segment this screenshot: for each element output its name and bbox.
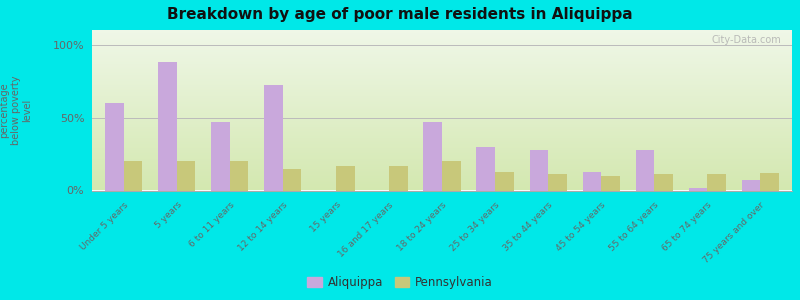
- Bar: [389, 166, 407, 190]
- Bar: [336, 166, 354, 190]
- Bar: [423, 122, 442, 190]
- Text: Breakdown by age of poor male residents in Aliquippa: Breakdown by age of poor male residents …: [167, 8, 633, 22]
- Bar: [654, 174, 673, 190]
- Bar: [211, 122, 230, 190]
- Bar: [495, 172, 514, 190]
- Bar: [548, 174, 566, 190]
- Text: City-Data.com: City-Data.com: [712, 35, 782, 45]
- Legend: Aliquippa, Pennsylvania: Aliquippa, Pennsylvania: [302, 272, 498, 294]
- Bar: [106, 103, 124, 190]
- Bar: [601, 176, 620, 190]
- Bar: [442, 161, 461, 190]
- Bar: [760, 173, 778, 190]
- Bar: [707, 174, 726, 190]
- Bar: [530, 150, 548, 190]
- Bar: [177, 161, 195, 190]
- Bar: [230, 161, 249, 190]
- Bar: [477, 147, 495, 190]
- Bar: [264, 85, 283, 190]
- Bar: [124, 161, 142, 190]
- Bar: [283, 169, 302, 190]
- Bar: [158, 62, 177, 190]
- Bar: [742, 180, 760, 190]
- Bar: [689, 188, 707, 190]
- Bar: [635, 150, 654, 190]
- Y-axis label: percentage
below poverty
level: percentage below poverty level: [0, 76, 33, 145]
- Bar: [582, 172, 601, 190]
